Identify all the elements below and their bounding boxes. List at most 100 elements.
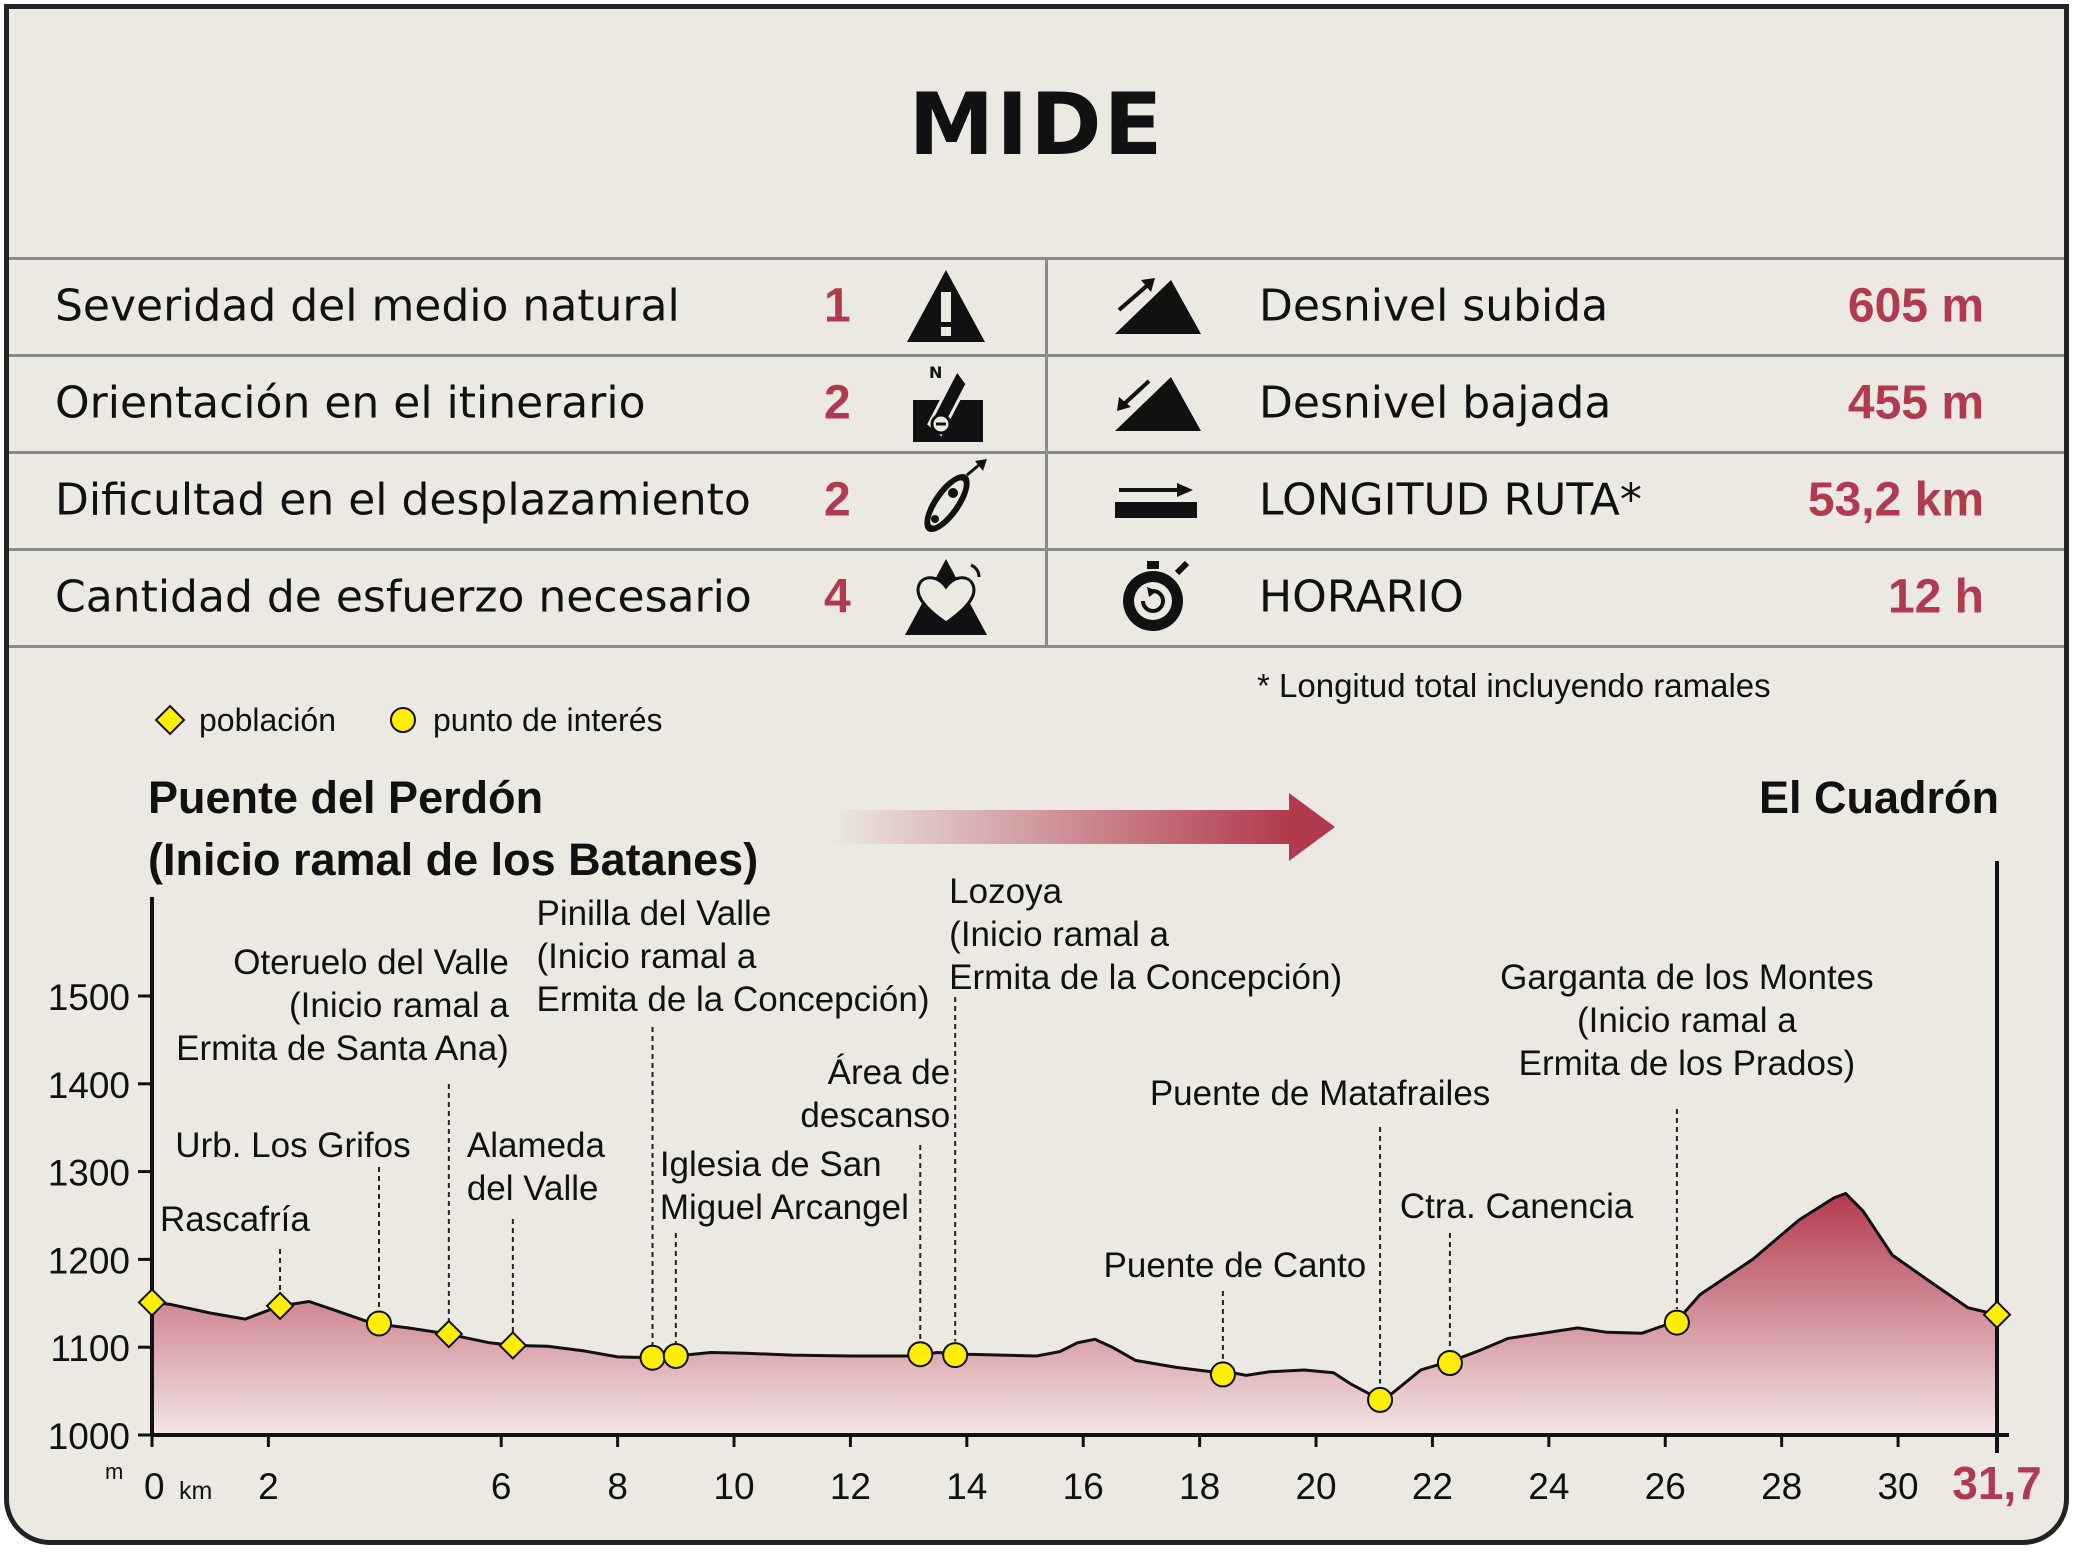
- annotation-label: Oteruelo del Valle: [233, 943, 509, 982]
- annotation-label: Rascafría: [160, 1200, 310, 1239]
- punto-interes-marker: [365, 1310, 392, 1337]
- profile-layer: [151, 1191, 1998, 1435]
- direction-arrow: [829, 793, 1335, 861]
- start-label-line2: (Inicio ramal de los Batanes): [148, 834, 758, 885]
- x-tick-label: 20: [1295, 1466, 1336, 1507]
- stat-label: HORARIO: [1259, 571, 1464, 622]
- y-tick-label: 1000: [48, 1416, 130, 1457]
- x-tick-label: 10: [713, 1466, 754, 1507]
- annotation-label: Ctra. Canencia: [1400, 1187, 1634, 1226]
- punto-interes-marker: [1436, 1350, 1463, 1377]
- mide-row-esfuerzo: Cantidad de esfuerzo necesario 4 HORARIO…: [9, 548, 2064, 645]
- x-tick-label: 6: [491, 1466, 512, 1507]
- mide-table: Severidad del medio natural 1 Desnivel s…: [9, 257, 2064, 653]
- row-label: Cantidad de esfuerzo necesario: [55, 571, 752, 622]
- ascent-icon: [1115, 277, 1201, 334]
- end-label: El Cuadrón: [1759, 772, 1999, 823]
- annotation-label: Garganta de los Montes: [1500, 958, 1874, 997]
- stopwatch-icon: [1123, 560, 1190, 631]
- x-tick-label: 24: [1528, 1466, 1569, 1507]
- annotation-label: Pinilla del Valle: [537, 894, 772, 933]
- stat-value: 605 m: [1847, 279, 1984, 332]
- legend: población punto de interés: [154, 702, 663, 738]
- x-tick-label: 16: [1063, 1466, 1104, 1507]
- annotation-label: descanso: [800, 1096, 950, 1135]
- elevation-area: [152, 1193, 1997, 1435]
- y-tick-label: 1300: [48, 1153, 130, 1194]
- x-tick-label: 12: [830, 1466, 871, 1507]
- footprint-icon: [924, 458, 987, 532]
- punto-interes-marker: [942, 1342, 969, 1369]
- marker-layer: [137, 1288, 2012, 1413]
- x-tick-label: 28: [1761, 1466, 1802, 1507]
- x-tick-label: 0: [144, 1466, 165, 1507]
- poblacion-legend-marker: [154, 704, 186, 736]
- row-value: 4: [824, 570, 851, 623]
- row-value: 2: [824, 376, 851, 429]
- annotation-label: (Inicio ramal a: [537, 937, 757, 976]
- x-tick-label: 8: [607, 1466, 628, 1507]
- stat-label: Desnivel subida: [1259, 280, 1609, 331]
- annotation-label: Ermita de Santa Ana): [176, 1029, 509, 1068]
- punto-interes-marker: [662, 1342, 689, 1369]
- punto-interes-marker: [907, 1341, 934, 1368]
- annotation-label: Lozoya: [949, 872, 1062, 911]
- punto-interes-marker: [1209, 1361, 1236, 1388]
- row-value: 1: [824, 279, 851, 332]
- row-value: 2: [824, 473, 851, 526]
- y-tick-label: 1100: [50, 1328, 130, 1369]
- stat-value: 12 h: [1887, 570, 1984, 623]
- annotation-label: Urb. Los Grifos: [175, 1126, 410, 1165]
- row-label: Dificultad en el desplazamiento: [55, 474, 751, 525]
- mide-row-severidad: Severidad del medio natural 1 Desnivel s…: [9, 257, 2064, 354]
- x-tick-label: 18: [1179, 1466, 1220, 1507]
- elevation-profile-chart: * Longitud total incluyendo ramales pobl…: [48, 667, 2042, 1509]
- x-tick-label: 30: [1877, 1466, 1918, 1507]
- y-tick-label: 1400: [48, 1065, 130, 1106]
- poblacion-marker: [265, 1291, 295, 1321]
- annotation-layer: Rascafría Urb. Los Grifos Oteruelo del Val…: [160, 872, 1874, 1384]
- stat-label: LONGITUD RUTA*: [1259, 474, 1642, 525]
- start-label-line1: Puente del Perdón: [148, 772, 543, 823]
- y-tick-label: 1200: [48, 1240, 130, 1281]
- mide-row-dificultad: Dificultad en el desplazamiento 2 LONGIT…: [9, 451, 2064, 548]
- x-tick-label: 26: [1645, 1466, 1686, 1507]
- x-tick-label: 14: [946, 1466, 987, 1507]
- length-icon: [1115, 482, 1197, 518]
- punto-interes-marker: [1367, 1386, 1394, 1413]
- poblacion-marker: [137, 1288, 167, 1317]
- annotation-label: Miguel Arcangel: [660, 1188, 909, 1227]
- row-label: Orientación en el itinerario: [55, 377, 646, 428]
- legend-punto-interes: punto de interés: [433, 702, 663, 738]
- heart-effort-icon: [905, 558, 987, 635]
- punto-interes-legend-marker: [390, 707, 416, 733]
- x-end-label: 31,7: [1952, 1457, 2042, 1509]
- poblacion-marker: [434, 1319, 464, 1349]
- svg-text:N: N: [929, 363, 942, 382]
- annotation-label: Iglesia de San: [660, 1145, 882, 1184]
- annotation-label: Ermita de la Concepción): [949, 958, 1342, 997]
- annotation-label: Alameda: [467, 1126, 606, 1165]
- annotation-label: (Inicio ramal a: [289, 986, 509, 1025]
- compass-icon: N: [913, 363, 983, 442]
- annotation-label: (Inicio ramal a: [949, 915, 1169, 954]
- punto-interes-marker: [1663, 1309, 1690, 1336]
- annotation-label: Puente de Matafrailes: [1150, 1074, 1490, 1113]
- punto-interes-marker: [639, 1344, 666, 1371]
- annotation-label: Área de: [828, 1053, 951, 1092]
- footnote-text: * Longitud total incluyendo ramales: [1257, 667, 1771, 704]
- stat-value: 455 m: [1847, 376, 1984, 429]
- annotation-label: Puente de Canto: [1104, 1246, 1367, 1285]
- x-tick-label: 22: [1412, 1466, 1453, 1507]
- stat-label: Desnivel bajada: [1259, 377, 1612, 428]
- x-tick-label: 2: [258, 1466, 279, 1507]
- poblacion-marker: [498, 1331, 528, 1360]
- annotation-label: del Valle: [467, 1169, 599, 1208]
- page-title: MIDE: [908, 75, 1165, 175]
- annotation-label: Ermita de los Prados): [1519, 1044, 1856, 1083]
- stat-value: 53,2 km: [1807, 473, 1984, 526]
- annotation-label: (Inicio ramal a: [1577, 1001, 1797, 1040]
- y-tick-label: 1500: [48, 977, 130, 1018]
- row-label: Severidad del medio natural: [55, 280, 680, 331]
